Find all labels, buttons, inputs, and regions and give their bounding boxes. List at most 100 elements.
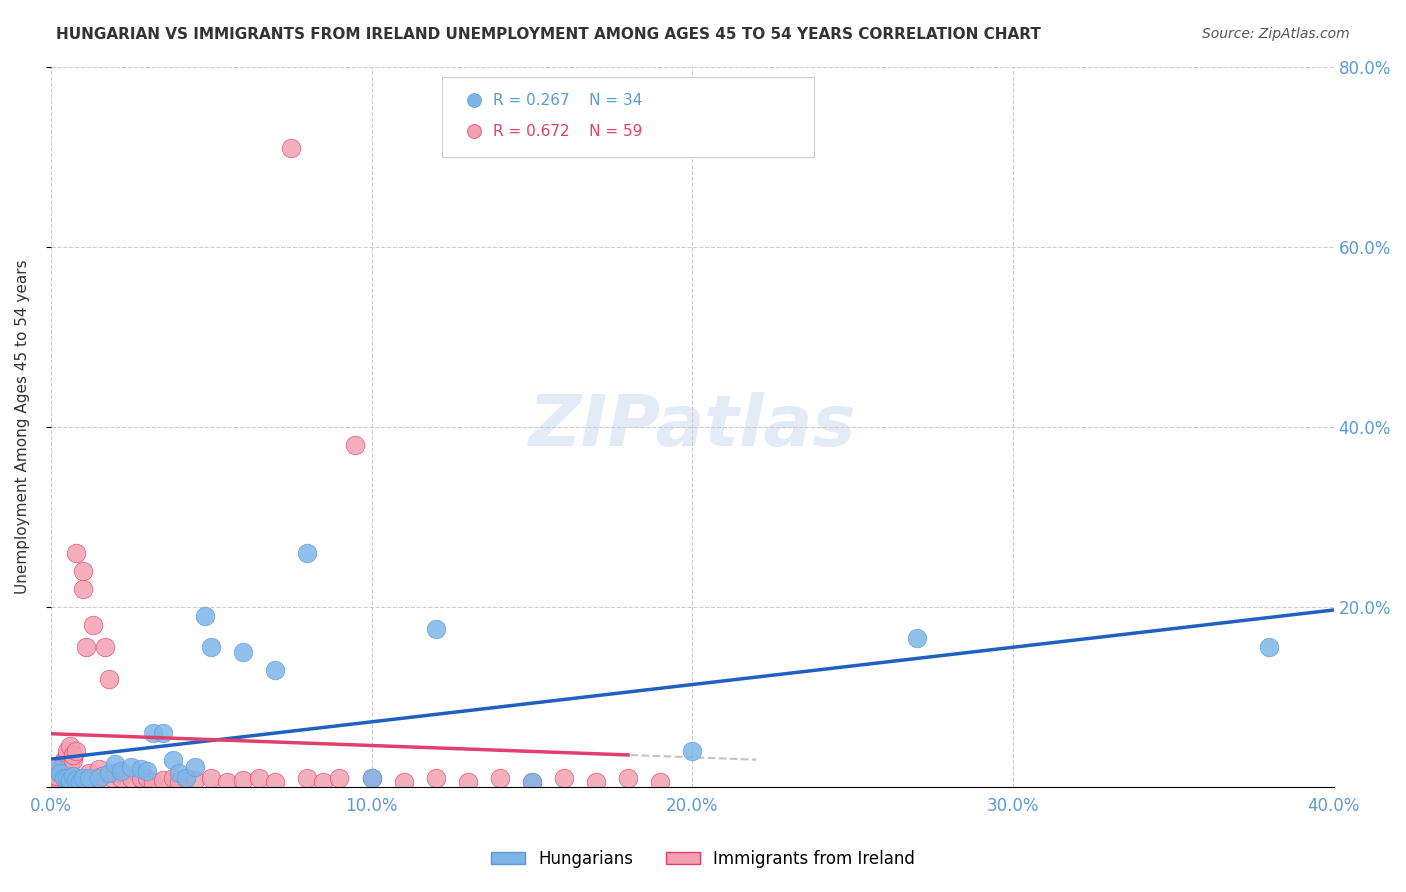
Point [194,608,217,623]
Point [72,771,94,785]
Point [1258,640,1281,655]
Point [62,769,84,783]
Point [65,546,87,560]
Point [69,771,91,785]
Point [62,748,84,763]
Point [200,771,222,785]
Point [425,622,447,636]
Text: ZIPatlas: ZIPatlas [529,392,856,461]
Point [75,640,97,655]
Point [52,753,75,767]
Point [360,771,382,785]
Text: R = 0.672    N = 59: R = 0.672 N = 59 [494,124,643,139]
Point [42,772,65,787]
Point [62,753,84,767]
Point [650,775,672,789]
Point [79,771,101,785]
FancyBboxPatch shape [441,78,814,157]
Point [392,775,415,789]
Point [56,771,79,785]
Point [49,766,72,780]
Point [247,771,270,785]
Point [520,775,543,789]
Point [617,771,640,785]
Point [280,141,302,155]
Point [97,766,120,780]
Point [457,775,479,789]
Point [104,757,127,772]
Point [297,546,319,560]
Point [46,762,69,776]
Point [84,771,107,785]
Point [553,771,575,785]
Point [56,748,79,763]
Point [681,744,703,758]
Point [87,771,110,785]
Point [82,617,104,632]
Point [52,757,75,772]
Point [905,632,928,646]
Point [136,764,159,778]
Point [49,762,72,776]
Point [264,663,287,677]
Point [72,582,94,596]
Point [110,764,132,778]
Point [264,775,287,789]
Point [65,772,87,787]
Point [152,726,174,740]
Point [184,760,207,774]
Legend: Hungarians, Immigrants from Ireland: Hungarians, Immigrants from Ireland [485,844,921,875]
Point [52,771,75,785]
Point [59,757,82,772]
Point [425,771,447,785]
Point [72,564,94,578]
Text: R = 0.267    N = 34: R = 0.267 N = 34 [494,93,643,108]
Point [120,760,142,774]
Point [488,771,510,785]
Point [87,771,110,785]
Y-axis label: Unemployment Among Ages 45 to 54 years: Unemployment Among Ages 45 to 54 years [15,260,30,594]
Point [312,775,335,789]
Point [65,744,87,758]
Point [142,726,165,740]
Point [129,762,152,776]
Point [232,772,254,787]
Point [91,769,114,783]
Point [142,775,165,789]
Point [110,771,132,785]
Point [120,771,142,785]
Point [162,771,184,785]
Point [167,766,190,780]
Point [360,771,382,785]
Point [162,753,184,767]
Point [94,640,117,655]
Text: Source: ZipAtlas.com: Source: ZipAtlas.com [1202,27,1350,41]
Point [97,672,120,686]
Point [184,772,207,787]
Point [104,766,127,780]
Point [136,771,159,785]
Point [520,775,543,789]
Point [56,744,79,758]
Point [297,771,319,785]
Point [46,771,69,785]
Point [174,771,197,785]
Point [167,775,190,789]
Point [217,775,239,789]
Point [328,771,350,785]
Point [87,762,110,776]
Point [49,766,72,780]
Point [232,645,254,659]
Point [100,771,122,785]
Point [69,775,91,789]
Point [200,640,222,655]
Point [152,772,174,787]
Point [585,775,607,789]
Point [59,739,82,754]
Point [344,438,367,452]
Point [129,771,152,785]
Point [79,766,101,780]
Point [174,771,197,785]
Point [59,772,82,787]
Point [46,769,69,783]
